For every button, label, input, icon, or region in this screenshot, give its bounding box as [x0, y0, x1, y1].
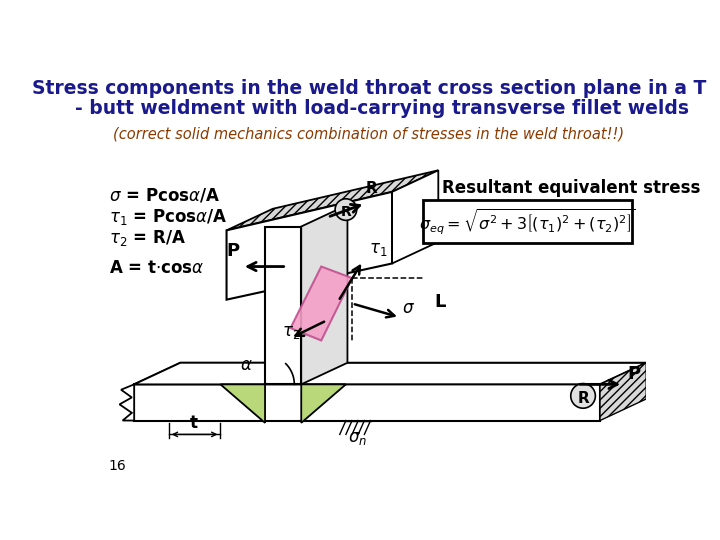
Text: R: R: [577, 391, 589, 406]
Polygon shape: [301, 384, 346, 423]
Text: $\tau_1$: $\tau_1$: [369, 240, 387, 259]
Text: A = t$\cdot$cos$\alpha$: A = t$\cdot$cos$\alpha$: [109, 259, 204, 277]
Text: $\sigma_n$: $\sigma_n$: [348, 429, 367, 447]
Text: $\tau_1$ = Pcos$\alpha$/A: $\tau_1$ = Pcos$\alpha$/A: [109, 207, 228, 227]
Polygon shape: [134, 384, 600, 421]
Polygon shape: [377, 363, 647, 384]
Text: $\tau_2$ = R/A: $\tau_2$ = R/A: [109, 228, 186, 248]
Circle shape: [571, 383, 595, 408]
Text: P: P: [627, 365, 640, 383]
Polygon shape: [134, 363, 647, 384]
Text: Resultant equivalent stress: Resultant equivalent stress: [442, 179, 701, 197]
Text: $\sigma$ = Pcos$\alpha$/A: $\sigma$ = Pcos$\alpha$/A: [109, 186, 220, 205]
Text: P: P: [227, 242, 240, 260]
Text: t: t: [190, 414, 198, 432]
Text: 16: 16: [109, 459, 127, 473]
Polygon shape: [120, 384, 134, 421]
FancyBboxPatch shape: [423, 200, 632, 244]
Text: $\sigma$: $\sigma$: [402, 299, 415, 317]
Text: Stress components in the weld throat cross section plane in a T: Stress components in the weld throat cro…: [32, 79, 706, 98]
Text: R: R: [341, 205, 351, 219]
Polygon shape: [265, 226, 301, 384]
Text: R: R: [366, 181, 378, 197]
Polygon shape: [392, 170, 438, 264]
Text: $\tau_2$: $\tau_2$: [282, 323, 300, 341]
Polygon shape: [227, 170, 438, 231]
Polygon shape: [220, 384, 265, 423]
Text: (correct solid mechanics combination of stresses in the weld throat!!): (correct solid mechanics combination of …: [114, 126, 624, 141]
Text: $\sigma_{eq} = \sqrt{\sigma^2 + 3\left[(\tau_1)^2+(\tau_2)^2\right]}$: $\sigma_{eq} = \sqrt{\sigma^2 + 3\left[(…: [419, 208, 636, 238]
Text: $\alpha$: $\alpha$: [240, 356, 253, 375]
Polygon shape: [134, 363, 311, 384]
Polygon shape: [301, 205, 348, 384]
Polygon shape: [600, 363, 647, 421]
Circle shape: [335, 199, 356, 220]
Polygon shape: [227, 192, 392, 300]
Text: - butt weldment with load-carrying transverse fillet welds: - butt weldment with load-carrying trans…: [49, 99, 689, 118]
Text: L: L: [434, 293, 446, 312]
Polygon shape: [290, 267, 352, 340]
